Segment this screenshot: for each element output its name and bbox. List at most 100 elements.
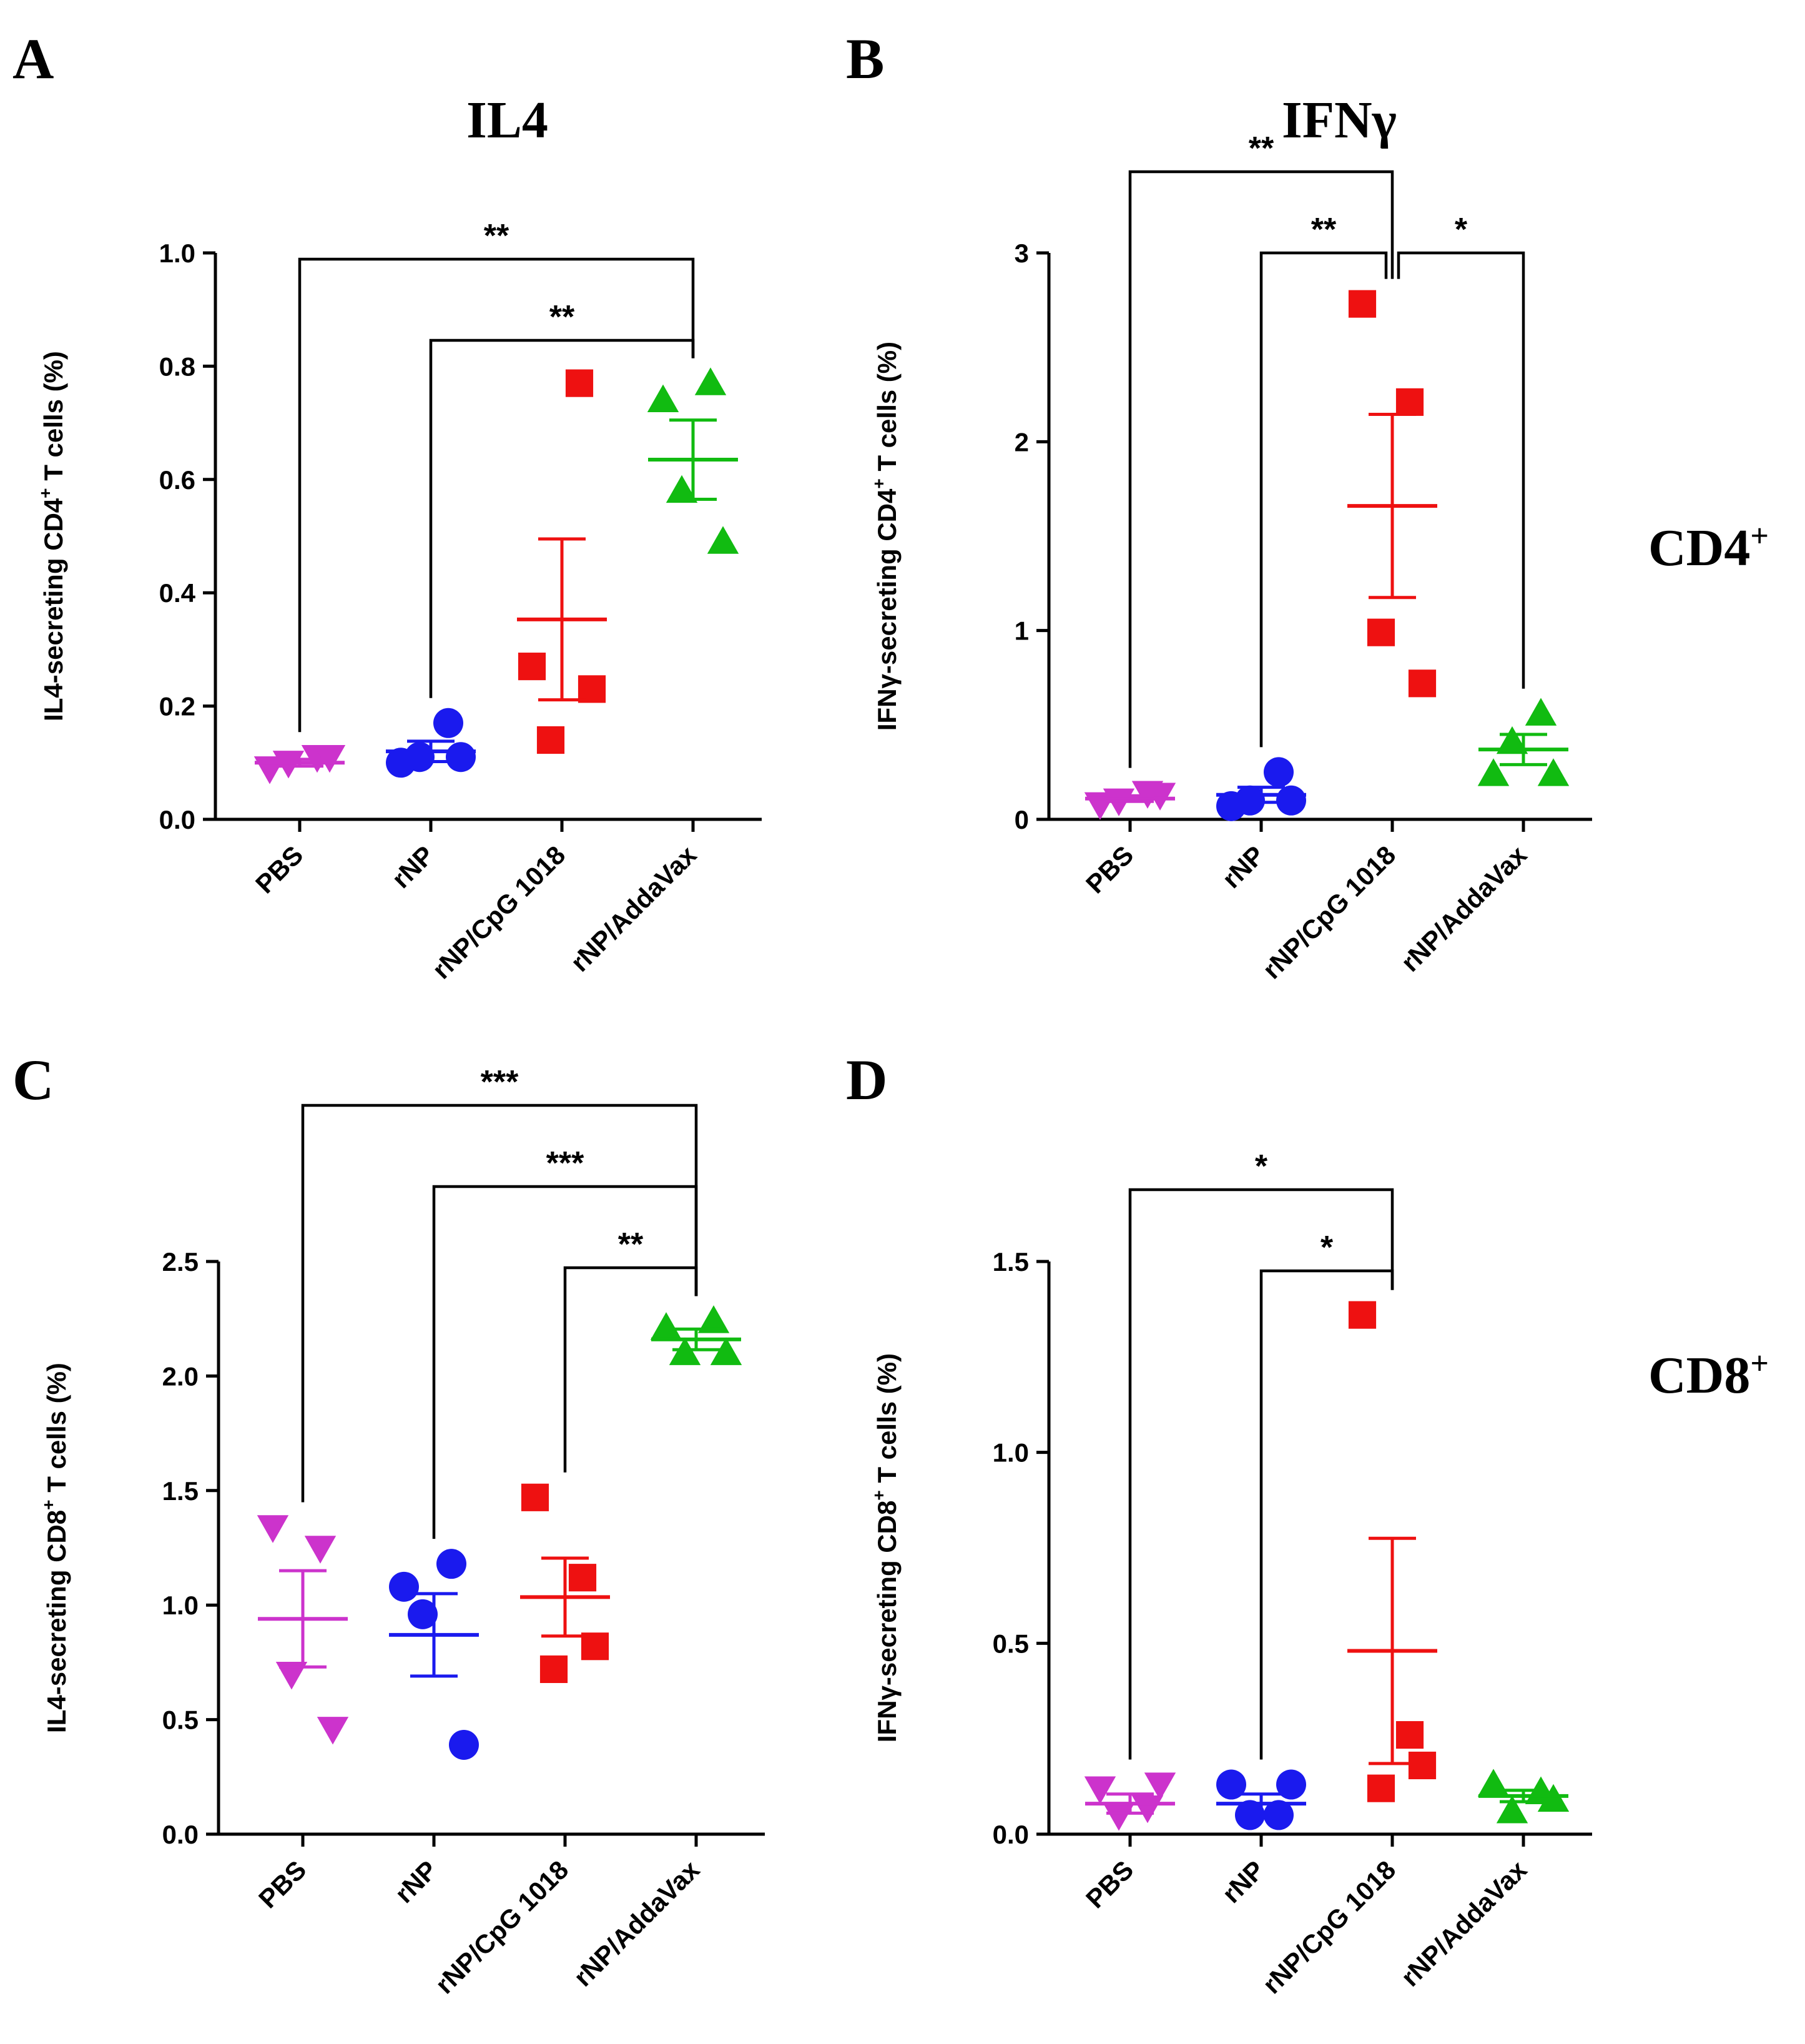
significance-bracket <box>563 1266 698 1473</box>
y-tick-label: 1.0 <box>162 1591 199 1620</box>
y-tick-label: 0.4 <box>159 578 196 608</box>
significance-bracket <box>1128 1188 1394 1760</box>
y-tick-label: 0.8 <box>159 352 195 381</box>
series-pbs <box>1084 1772 1176 1831</box>
y-tick-label: 2.0 <box>162 1361 199 1391</box>
series-pbs <box>1084 781 1176 821</box>
y-tick-label: 0.2 <box>159 692 195 721</box>
data-point <box>389 1571 419 1602</box>
series-rnp <box>386 708 476 778</box>
data-point <box>1084 1776 1116 1804</box>
significance-bracket <box>1259 251 1388 748</box>
significance-label: * <box>1321 1230 1334 1266</box>
x-tick-label-rnp-cpg-1018: rNP/CpG 1018 <box>1257 1855 1401 1999</box>
data-point <box>1477 758 1510 786</box>
significance-label: * <box>1455 212 1468 248</box>
data-point <box>1395 1721 1424 1749</box>
series-rnp-addavax <box>650 1305 742 1365</box>
data-point <box>1477 1769 1510 1797</box>
x-tick-label-rnp-addavax: rNP/AddaVax <box>565 840 702 977</box>
significance-bracket <box>432 1185 698 1539</box>
series-rnp <box>389 1549 479 1760</box>
data-point <box>647 384 679 413</box>
y-tick-label: 1.5 <box>162 1476 199 1506</box>
panel-letter-a: A <box>12 27 54 91</box>
data-point <box>304 1536 337 1564</box>
series-pbs <box>257 1515 349 1745</box>
series-pbs <box>253 745 346 784</box>
series-rnp <box>1216 757 1306 821</box>
data-point <box>1131 1795 1164 1824</box>
data-point <box>1276 1769 1306 1800</box>
panel-letter-b: B <box>846 27 884 91</box>
significance-label: ** <box>1311 212 1337 248</box>
y-tick-label: 0.0 <box>162 1820 199 1849</box>
y-tick-label: 1 <box>1015 616 1029 646</box>
data-point <box>518 653 546 681</box>
data-point <box>1537 1784 1570 1812</box>
data-point <box>565 369 594 397</box>
data-point <box>666 475 698 503</box>
series-rnp-cpg-1018 <box>517 369 607 754</box>
data-point <box>650 1312 682 1340</box>
panel-letter-c: C <box>12 1048 54 1112</box>
panel-a-chart: A IL4 0.0 0.2 0.4 0.6 0.8 1.0 IL4-secreting CD4+… <box>12 27 762 984</box>
data-point <box>446 742 476 773</box>
data-point <box>1408 1751 1437 1780</box>
x-tick-label-rnp: rNP <box>1216 1855 1270 1908</box>
row-label-cd4: CD4+ <box>1648 518 1769 577</box>
data-point <box>449 1729 479 1760</box>
series-rnp-cpg-1018 <box>1347 290 1437 698</box>
data-point <box>1235 1800 1265 1830</box>
row-label-cd8: CD8+ <box>1648 1346 1769 1405</box>
data-point <box>710 1337 742 1365</box>
y-tick-label: 1.5 <box>993 1247 1029 1276</box>
significance-label: ** <box>618 1227 644 1263</box>
data-point <box>257 1515 289 1543</box>
x-tick-label-rnp-cpg-1018: rNP/CpG 1018 <box>426 840 571 984</box>
data-point <box>1367 1774 1395 1802</box>
series-rnp-cpg-1018 <box>520 1483 610 1683</box>
data-point <box>275 1662 308 1690</box>
x-tick-label-rnp: rNP <box>1216 840 1270 894</box>
significance-bracket <box>1128 170 1394 768</box>
data-point <box>1216 1769 1246 1800</box>
y-axis-label: IL4-secreting CD8+ T cells (%) <box>39 1363 71 1733</box>
significance-label: ** <box>484 218 509 254</box>
data-point <box>408 1599 438 1629</box>
panel-letter-d: D <box>846 1048 887 1112</box>
series-rnp-addavax <box>647 367 739 554</box>
x-tick-label-rnp-addavax: rNP/AddaVax <box>568 1855 706 1992</box>
significance-bracket <box>429 338 695 698</box>
data-point <box>1537 758 1570 786</box>
significance-bracket <box>1397 251 1525 689</box>
x-tick-label-pbs: PBS <box>1080 1855 1139 1913</box>
panel-title: IFNγ <box>1282 91 1397 149</box>
y-tick-label: 0 <box>1015 805 1029 834</box>
y-tick-label: 0.5 <box>993 1629 1029 1658</box>
significance-label: *** <box>481 1064 519 1100</box>
x-tick-label-rnp-cpg-1018: rNP/CpG 1018 <box>1257 840 1401 984</box>
data-point <box>1103 1803 1135 1831</box>
data-point <box>433 708 463 738</box>
data-point <box>669 1337 701 1365</box>
series-rnp-addavax <box>1477 698 1570 786</box>
data-point <box>1348 1301 1377 1329</box>
x-tick-label-pbs: PBS <box>250 840 308 899</box>
series-rnp-addavax <box>1477 1769 1570 1824</box>
x-tick-label-pbs: PBS <box>1080 840 1139 899</box>
series-rnp <box>1216 1769 1306 1830</box>
data-point <box>568 1564 597 1592</box>
y-axis-label: IFNγ-secreting CD4+ T cells (%) <box>869 342 902 731</box>
data-point <box>694 367 727 395</box>
data-point <box>313 745 346 773</box>
significance-bracket <box>298 257 695 733</box>
y-tick-label: 0.0 <box>159 805 195 834</box>
panel-title: IL4 <box>466 91 548 149</box>
panel-c-chart: C 0.0 0.5 1.0 1.5 2.0 2.5 IL4-secreting CD8+ T … <box>12 1048 765 1999</box>
data-point <box>1496 726 1528 754</box>
data-point <box>707 526 739 554</box>
y-axis-label: IFNγ-secreting CD8+ T cells (%) <box>869 1353 902 1742</box>
y-tick-label: 0.5 <box>162 1706 199 1735</box>
